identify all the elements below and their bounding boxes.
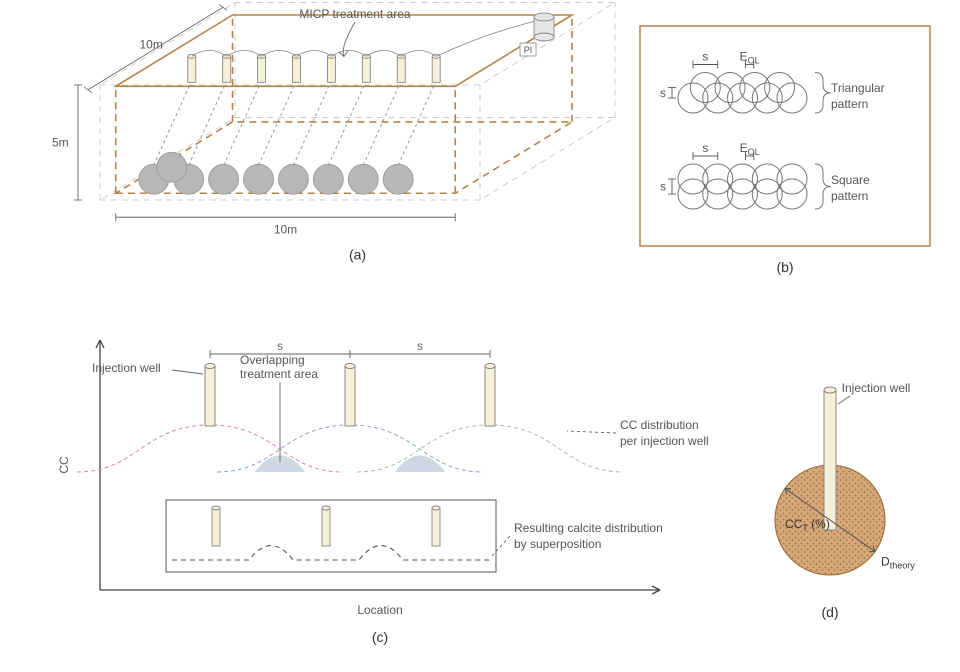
- panel-b-label: (b): [776, 259, 793, 275]
- injection-well: [293, 56, 301, 82]
- injection-well-small: [322, 508, 330, 546]
- svg-text:by superposition: by superposition: [514, 537, 601, 551]
- injection-well: [432, 56, 440, 82]
- injection-well: [223, 56, 231, 82]
- injection-well-small: [432, 508, 440, 546]
- cc-axis-label: CC: [57, 456, 71, 474]
- square-label: Square: [831, 173, 870, 187]
- treated-sphere: [313, 164, 343, 194]
- injection-well-small: [212, 508, 220, 546]
- dim-height: 5m: [52, 136, 69, 150]
- treated-sphere: [244, 164, 274, 194]
- overlap-area: [395, 456, 445, 472]
- micp-callout: MICP treatment area: [299, 7, 410, 21]
- panel-b: Triangular pattern s s EOL Square pattern s s EOL…: [640, 26, 930, 275]
- injection-well: [485, 366, 495, 426]
- superposition-label: Resulting calcite distribution: [514, 521, 663, 535]
- panel-d-label: (d): [821, 604, 838, 620]
- injection-well: [188, 56, 196, 82]
- panel-b-border: [640, 26, 930, 246]
- injection-well: [362, 56, 370, 82]
- injection-well: [397, 56, 405, 82]
- dim-top: 10m: [140, 38, 163, 52]
- superposition-curve: [172, 546, 490, 560]
- treated-sphere: [383, 164, 413, 194]
- svg-text:s: s: [702, 50, 708, 64]
- injection-well: [824, 390, 836, 530]
- eol-label: EOL: [740, 50, 760, 66]
- injection-well-label: Injection well: [92, 361, 161, 375]
- cc-t-label: CCT (%): [785, 517, 830, 533]
- location-axis-label: Location: [357, 603, 402, 617]
- treated-sphere: [348, 164, 378, 194]
- svg-text:EOL: EOL: [740, 141, 760, 157]
- injection-well: [258, 56, 266, 82]
- svg-text:s: s: [417, 339, 423, 353]
- injection-well: [205, 366, 215, 426]
- panel-a: PI 10m 5m 10m MICP treatment area (a): [52, 3, 615, 263]
- injection-well-label-d: Injection well: [842, 381, 911, 395]
- svg-text:s: s: [660, 180, 666, 194]
- panel-a-label: (a): [349, 246, 366, 262]
- pi-label: PI: [524, 45, 533, 55]
- overlap-label: Overlapping: [240, 353, 305, 367]
- svg-text:s: s: [702, 141, 708, 155]
- d-theory-label: Dtheory: [881, 555, 915, 571]
- triangular-label: Triangular: [831, 81, 885, 95]
- svg-text:s: s: [660, 86, 666, 100]
- svg-text:pattern: pattern: [831, 97, 868, 111]
- panel-d: Injection well CCT (%) Dtheory (d): [775, 381, 915, 620]
- pattern-circle: [777, 83, 807, 113]
- cc-dist-label: CC distribution: [620, 418, 699, 432]
- injection-well: [345, 366, 355, 426]
- treated-sphere: [209, 164, 239, 194]
- svg-text:treatment area: treatment area: [240, 367, 318, 381]
- svg-text:pattern: pattern: [831, 189, 868, 203]
- injection-well: [327, 56, 335, 82]
- panel-c: CC Location s s Injection well Overlappingtre…: [57, 339, 709, 645]
- treated-sphere: [157, 152, 187, 182]
- treated-sphere: [278, 164, 308, 194]
- panel-c-label: (c): [372, 629, 388, 645]
- dim-bottom: 10m: [274, 222, 297, 236]
- svg-text:s: s: [277, 339, 283, 353]
- svg-text:per injection well: per injection well: [620, 434, 709, 448]
